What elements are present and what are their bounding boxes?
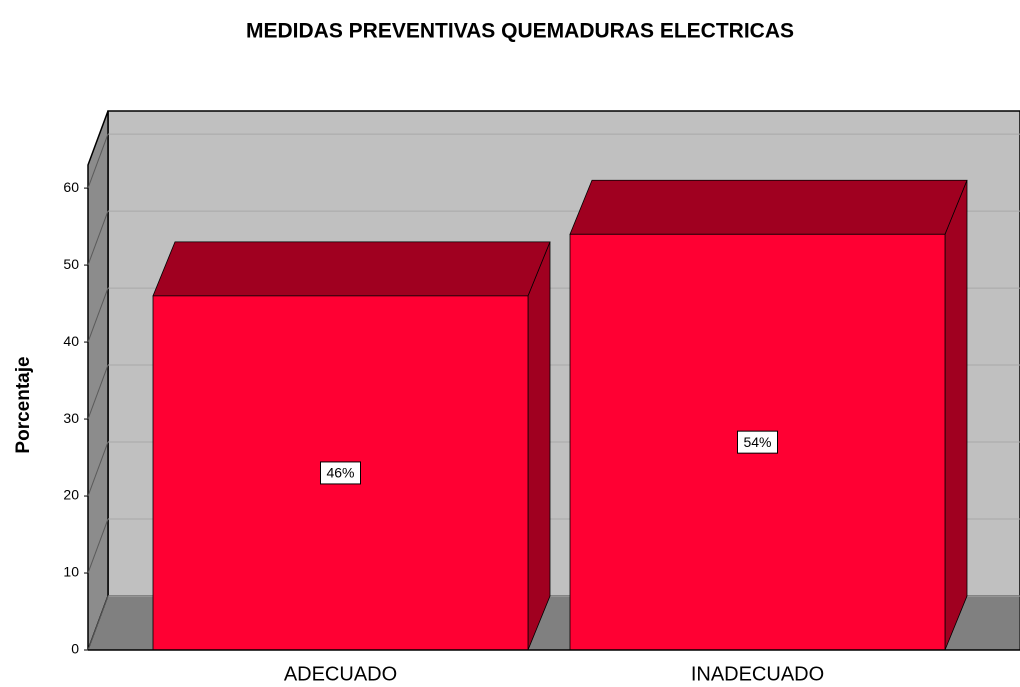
y-tick-label: 30 [63, 410, 79, 426]
bar-side [944, 180, 968, 651]
data-label: 46% [326, 465, 354, 481]
y-axis-title: Porcentaje [13, 356, 34, 453]
y-tick-label: 40 [63, 333, 79, 349]
grid-line [87, 364, 109, 420]
grid-line [87, 133, 109, 189]
grid-line [87, 287, 109, 343]
chart-title: MEDIDAS PREVENTIVAS QUEMADURAS ELECTRICA… [246, 20, 794, 43]
y-tick-label: 50 [63, 256, 79, 272]
data-label-box [737, 430, 778, 454]
x-tick-label: INADECUADO [691, 663, 824, 685]
y-tick-label: 20 [63, 487, 79, 503]
bar-top [152, 241, 551, 297]
grid-line [87, 441, 109, 497]
left-wall [87, 110, 109, 651]
y-tick-label: 60 [63, 179, 79, 195]
y-tick-label: 10 [63, 564, 79, 580]
grid-line [87, 595, 109, 651]
bar-top [569, 179, 968, 235]
grid-line [87, 210, 109, 266]
bar-side [527, 241, 551, 651]
data-label-box [320, 461, 361, 485]
x-tick-label: ADECUADO [284, 663, 397, 685]
y-tick-label: 0 [71, 641, 79, 657]
grid-line [87, 518, 109, 574]
data-label: 54% [743, 434, 771, 450]
